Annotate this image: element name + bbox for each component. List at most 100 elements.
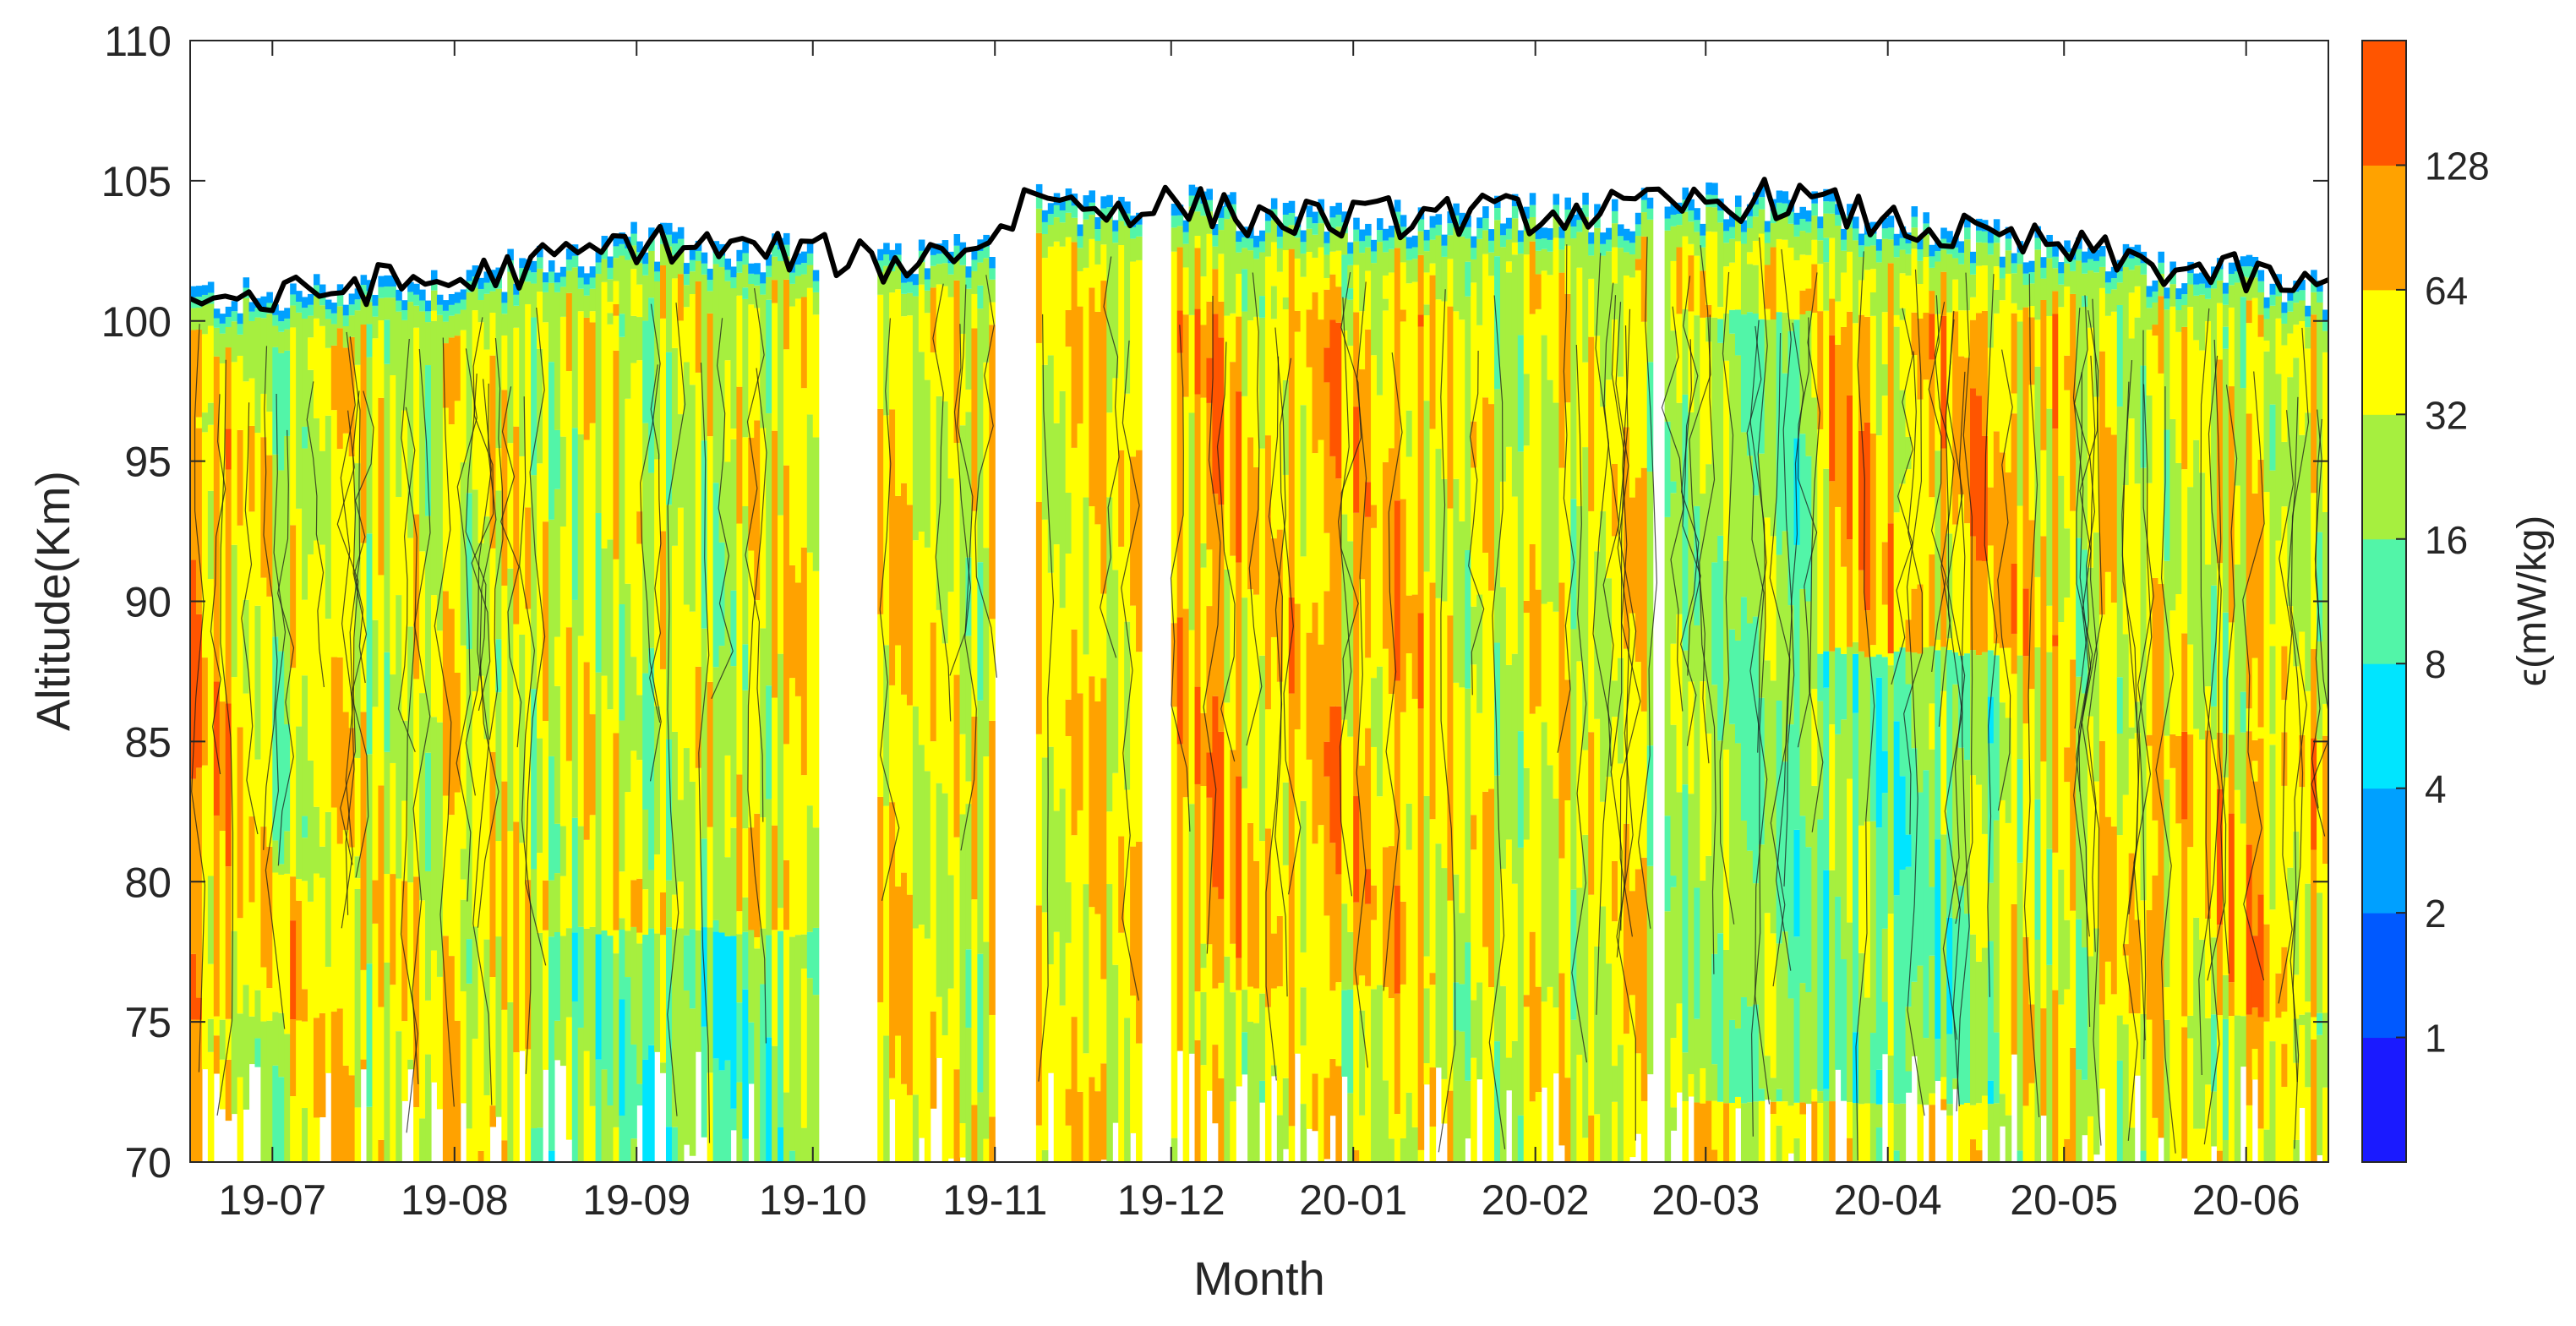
contour-cell [1535, 308, 1542, 590]
contour-cell [2234, 282, 2241, 486]
contour-cell [1793, 319, 1801, 439]
y-axis-label: Altitude(Km) [26, 471, 79, 731]
contour-cell [1558, 467, 1566, 583]
contour-cell [1582, 750, 1589, 835]
contour-cell [959, 814, 967, 1123]
contour-cell [1041, 210, 1049, 222]
contour-cell [1829, 237, 1836, 299]
contour-cell [1535, 589, 1542, 707]
contour-cell [683, 274, 690, 286]
contour-cell [1887, 239, 1895, 264]
contour-cell [1382, 298, 1389, 311]
contour-cell [366, 302, 374, 325]
contour-cell [1723, 749, 1730, 950]
contour-cell [1300, 230, 1307, 243]
contour-cell [1529, 931, 1536, 1102]
contour-cell [1065, 200, 1072, 213]
contour-cell [2052, 256, 2059, 269]
contour-line [1942, 310, 1966, 1040]
contour-cell [190, 308, 197, 330]
contour-cell [1858, 257, 1865, 281]
contour-cell [895, 266, 902, 290]
contour-line [2072, 308, 2092, 1028]
contour-cell [760, 272, 767, 284]
contour-cell [1247, 320, 1254, 438]
contour-line [519, 396, 536, 1074]
contour-cell [448, 956, 456, 1162]
contour-cell [1706, 304, 1712, 318]
contour-cell [495, 448, 502, 491]
contour-cell [2110, 434, 2118, 603]
contour-cell [237, 355, 244, 430]
contour-cell [1841, 566, 1847, 654]
contour-cell [1635, 259, 1642, 270]
contour-cell [1594, 718, 1601, 947]
contour-cell [748, 304, 755, 439]
contour-cell [607, 1105, 614, 1162]
contour-cell [924, 379, 931, 548]
contour-cell [1776, 554, 1783, 701]
contour-cell [1740, 1103, 1748, 1162]
contour-cell [1817, 264, 1824, 312]
contour-cell [425, 752, 432, 871]
contour-cell [2317, 1012, 2323, 1035]
contour-cell [1529, 193, 1536, 205]
contour-cell [1323, 776, 1331, 916]
contour-cell [1764, 517, 1771, 661]
contour-cell [1887, 914, 1895, 1056]
contour-line [1984, 274, 1998, 997]
contour-cell [501, 390, 508, 586]
contour-cell [636, 878, 643, 933]
contour-cell [901, 694, 908, 873]
contour-cell [1318, 439, 1325, 645]
contour-cell [1353, 312, 1360, 407]
contour-cell [425, 311, 432, 323]
contour-cell [1212, 314, 1219, 494]
contour-cell [195, 614, 203, 768]
contour-cell [906, 1094, 914, 1162]
contour-cell [677, 414, 685, 508]
contour-cell [1329, 990, 1336, 1059]
contour-cell [1734, 195, 1742, 207]
contour-cell [2052, 852, 2059, 990]
contour-cell [195, 997, 203, 1020]
contour-line [1783, 322, 1804, 887]
contour-cell [1200, 567, 1208, 713]
contour-cell [2240, 388, 2247, 692]
contour-cell [554, 292, 561, 430]
contour-cell [1993, 655, 2000, 821]
contour-cell [1423, 314, 1431, 401]
contour-cell [2193, 295, 2200, 341]
contour-cell [1975, 242, 1983, 266]
contour-cell [1682, 784, 1689, 1053]
x-axis-label: Month [1193, 1252, 1325, 1305]
contour-cell [1635, 236, 1642, 259]
contour-cell [1911, 588, 1918, 653]
contour-line [698, 363, 711, 1143]
contour-cell [1893, 1150, 1901, 1162]
contour-cell [2128, 338, 2136, 419]
contour-cell [2193, 284, 2200, 296]
contour-cell [2293, 303, 2300, 325]
contour-cell [559, 826, 567, 876]
contour-cell [1547, 251, 1554, 276]
contour-cell [1429, 1067, 1437, 1127]
contour-cell [806, 414, 814, 553]
contour-cell [207, 876, 215, 964]
contour-cell [1535, 1092, 1542, 1162]
contour-cell [766, 299, 772, 414]
contour-cell [906, 270, 914, 282]
contour-cell [642, 275, 649, 321]
contour-cell [513, 294, 520, 306]
contour-cell [989, 257, 996, 269]
contour-cell [1377, 796, 1384, 985]
contour-cell [1793, 224, 1801, 237]
contour-cell [1987, 1080, 1995, 1105]
contour-cell [1083, 207, 1090, 220]
contour-cell [2034, 939, 2042, 1162]
contour-cell [2134, 919, 2142, 1014]
contour-cell [1353, 796, 1360, 903]
contour-cell [613, 258, 619, 281]
contour-cell [1993, 243, 2000, 267]
contour-cell [2017, 505, 2024, 656]
